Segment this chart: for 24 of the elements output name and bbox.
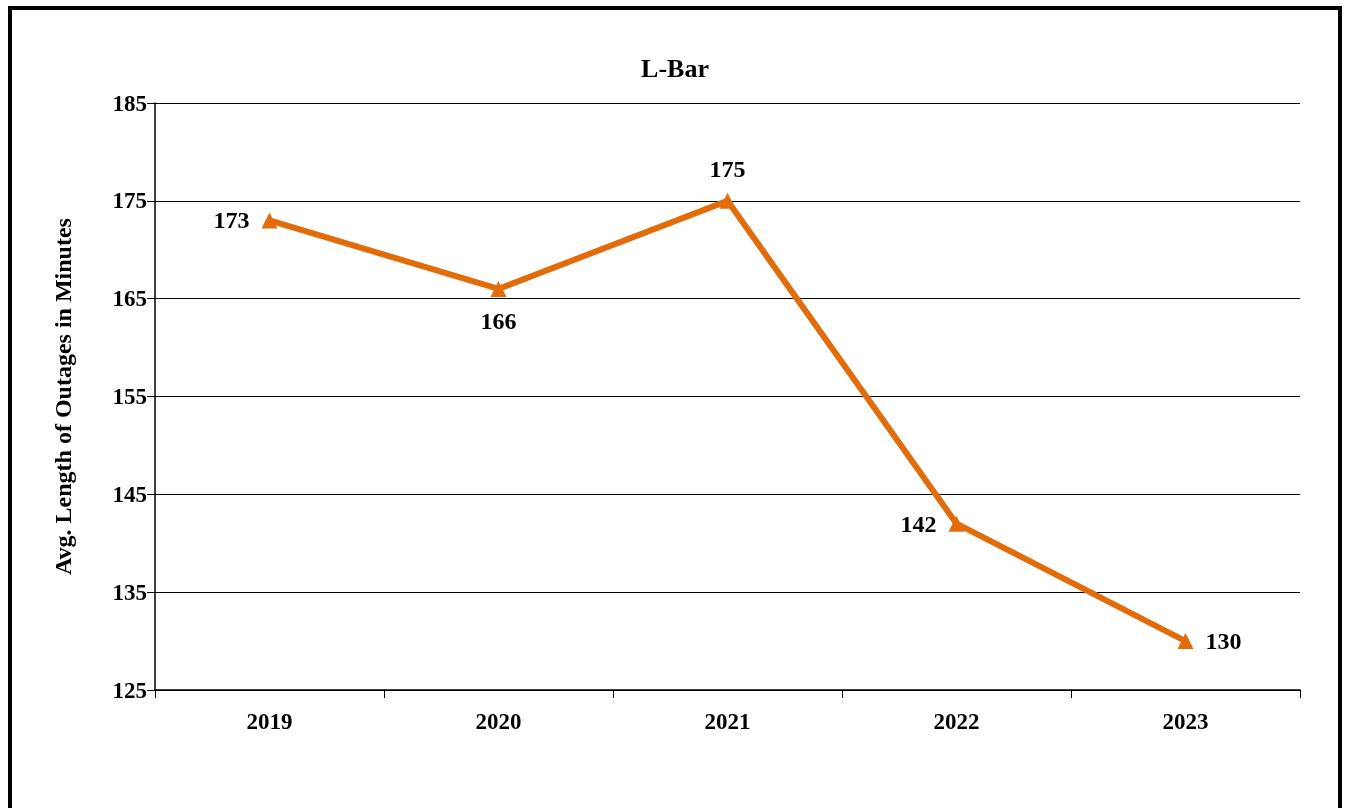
point bbox=[719, 192, 736, 209]
point bbox=[261, 212, 278, 229]
data-label: 173 bbox=[213, 207, 250, 234]
y-axis-title: Avg. Length of Outages in Minutes bbox=[50, 218, 76, 575]
data-label: 175 bbox=[709, 155, 746, 182]
y-tick-label: 165 bbox=[112, 286, 147, 312]
point bbox=[490, 280, 507, 297]
y-tick-label: 135 bbox=[112, 579, 147, 605]
data-label: 130 bbox=[1205, 628, 1242, 655]
y-tick-label: 155 bbox=[112, 384, 147, 409]
y-tick-label: 185 bbox=[112, 90, 147, 116]
y-tick-label: 125 bbox=[112, 677, 147, 703]
x-tick-label: 2023 bbox=[1162, 709, 1209, 734]
point bbox=[948, 515, 965, 532]
x-tick-label: 2020 bbox=[475, 709, 522, 734]
x-tick-label: 2019 bbox=[246, 709, 293, 734]
y-tick-label: 145 bbox=[112, 481, 147, 507]
point bbox=[1177, 633, 1194, 650]
y-tick-label: 175 bbox=[112, 188, 147, 214]
x-tick-label: 2022 bbox=[933, 709, 980, 734]
data-label: 166 bbox=[480, 307, 517, 334]
chart-title: L-Bar bbox=[641, 53, 709, 83]
x-tick-label: 2021 bbox=[704, 709, 751, 734]
data-label: 142 bbox=[900, 510, 937, 537]
